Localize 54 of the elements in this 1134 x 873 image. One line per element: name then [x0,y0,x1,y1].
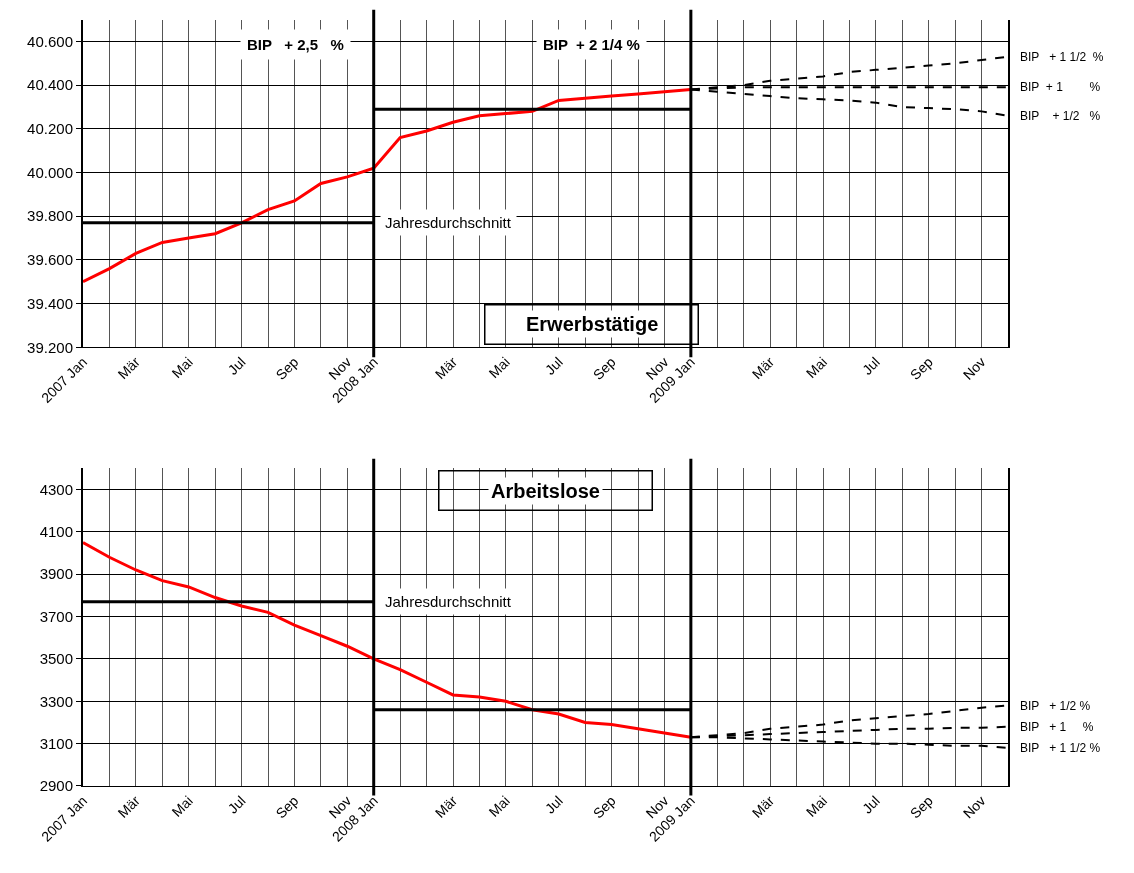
x-tick-label: Mai [168,353,196,382]
x-tick-label: Jul [541,353,566,378]
x-tick-label: Sep [589,353,619,383]
y-tick-label: 39.600 [27,251,73,269]
x-tick-label: Sep [589,792,619,822]
x-tick-label: Mär [114,353,144,383]
series-label: BIP + 1/2 % [1020,109,1101,123]
y-tick-label: 4100 [39,523,73,541]
y-tick-label: 39.200 [27,338,73,356]
annotation: Jahresdurchschnitt [385,214,512,231]
y-tick-label: 3700 [39,607,73,625]
x-tick-label: Jul [858,792,883,817]
y-tick-label: 2900 [39,777,73,795]
x-tick-label: Jul [224,792,249,817]
series-label: BIP + 1 % [1020,720,1094,734]
series-label: BIP + 1/2 % [1020,699,1091,713]
x-tick-label: Mai [802,353,831,382]
x-tick-label: Mai [485,353,513,382]
x-tick-label: Jul [858,353,883,378]
y-tick-label: 3100 [39,734,73,752]
y-tick-label: 40.000 [27,163,73,181]
x-tick-label: Sep [272,353,302,383]
x-tick-label: Nov [959,353,989,383]
x-tick-label: Sep [906,792,936,822]
series-label: BIP + 1 1/2 % [1020,741,1101,755]
text: Erwerbstätige [526,313,659,335]
y-tick-label: 40.200 [27,120,73,138]
x-tick-label: Mai [485,792,513,820]
y-tick-label: 39.800 [27,207,73,225]
annotation: Jahresdurchschnitt [385,593,512,610]
y-tick-label: 3300 [39,692,73,710]
x-tick-label: Mai [168,792,196,820]
x-tick-label: Nov [959,792,989,822]
x-tick-label: Mär [748,792,778,821]
x-tick-label: Sep [906,353,936,383]
x-tick-label: Mär [748,353,778,383]
y-tick-label: 3500 [39,650,73,668]
series-label: BIP + 1 1/2 % [1020,50,1104,64]
y-tick-label: 40.400 [27,76,73,94]
annotation: BIP + 2,5 % [247,36,344,53]
y-tick-label: 40.600 [27,32,73,50]
x-tick-label: Jul [541,792,566,817]
x-tick-label: Mär [114,792,144,821]
x-tick-label: Mär [431,353,461,383]
y-tick-label: 4300 [39,480,73,498]
x-tick-label: Mär [431,792,461,821]
x-tick-label: Mai [802,792,831,820]
y-tick-label: 39.400 [27,294,73,312]
x-tick-label: Jul [224,353,249,378]
text: Arbeitslose [491,480,600,502]
y-tick-label: 3900 [39,565,73,583]
annotation: BIP + 2 1/4 % [543,36,640,53]
series-label: BIP + 1 % [1020,80,1101,94]
x-tick-label: Sep [272,792,302,822]
